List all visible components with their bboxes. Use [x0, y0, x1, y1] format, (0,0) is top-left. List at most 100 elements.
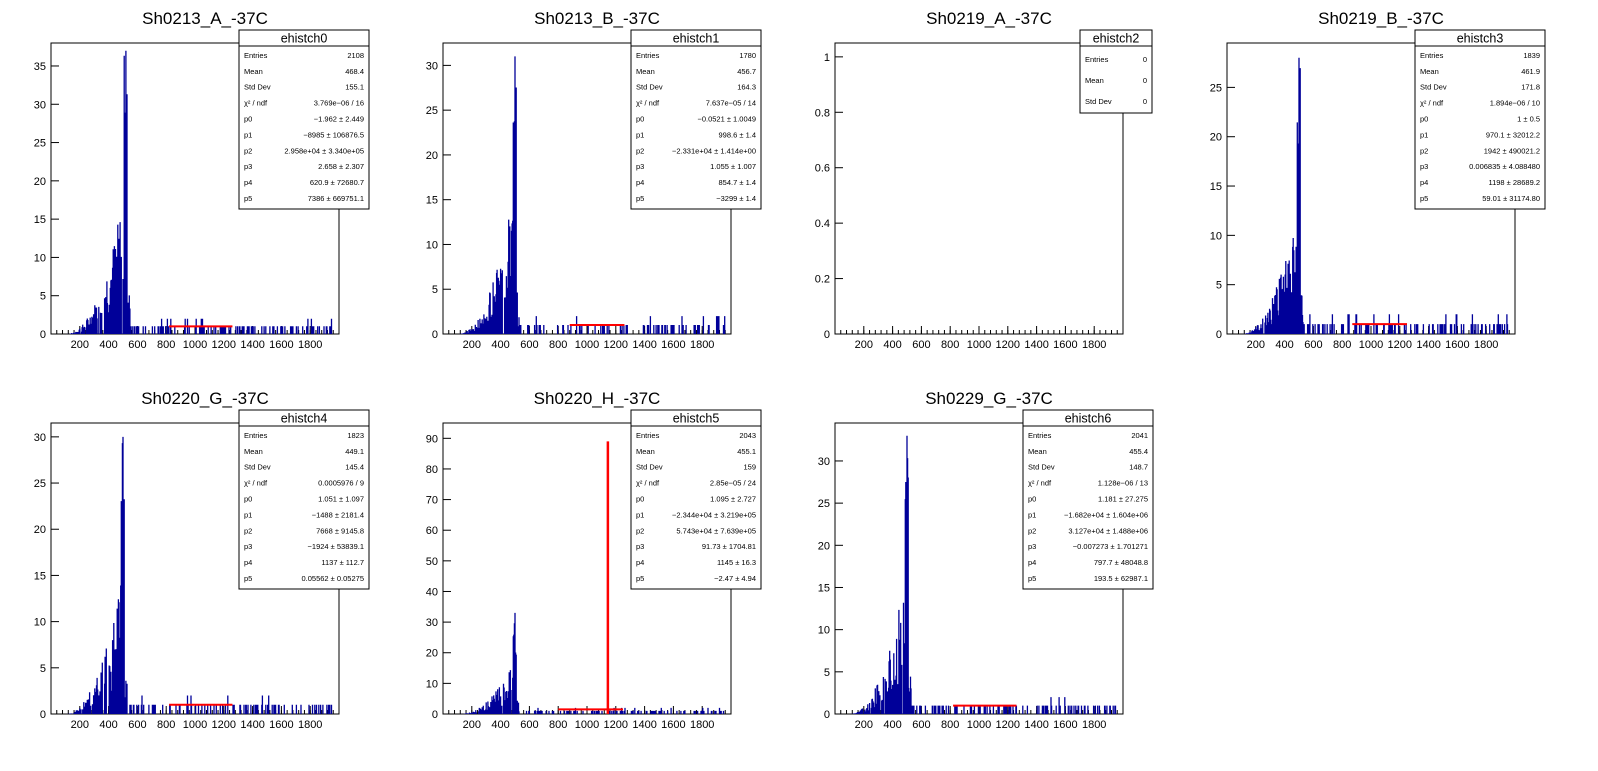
chart-title: Sh0213_B_-37C: [534, 9, 660, 28]
stats-value: 159: [743, 463, 756, 472]
x-tick-label: 1200: [212, 719, 236, 731]
y-tick-label: 0.8: [815, 107, 830, 119]
stats-value: 155.1: [345, 83, 364, 92]
x-tick-label: 1800: [690, 339, 714, 351]
y-tick-label: 25: [818, 498, 830, 510]
x-tick-label: 400: [883, 339, 901, 351]
stats-value: −2.331e+04 ± 1.414e+00: [672, 146, 756, 155]
x-tick-label: 1400: [240, 719, 264, 731]
y-tick-label: 30: [818, 456, 830, 468]
stats-label: Mean: [244, 447, 263, 456]
stats-label: p4: [1028, 558, 1036, 567]
stats-label: χ² / ndf: [636, 479, 660, 488]
stats-value: 91.73 ± 1704.81: [702, 542, 756, 551]
x-tick-label: 800: [549, 719, 567, 731]
histogram-bars: [1243, 57, 1509, 334]
stats-value: 0.006835 ± 4.088480: [1469, 162, 1540, 171]
stats-value: 854.7 ± 1.4: [719, 178, 756, 187]
stats-value: 5.743e+04 ± 7.639e+05: [676, 526, 756, 535]
x-tick-label: 1000: [967, 339, 991, 351]
y-tick-label: 10: [34, 617, 46, 629]
stats-value: 0.05562 ± 0.05275: [301, 574, 364, 583]
stats-value: 2041: [1131, 431, 1148, 440]
stats-label: p2: [244, 146, 252, 155]
stats-value: 1942 ± 490021.2: [1484, 146, 1540, 155]
stats-label: χ² / ndf: [244, 479, 268, 488]
stats-label: p5: [244, 574, 252, 583]
stats-value: 1.894e−06 / 10: [1490, 99, 1540, 108]
stats-label: p2: [1420, 146, 1428, 155]
stats-label: Mean: [244, 67, 263, 76]
stats-label: Mean: [1085, 76, 1104, 85]
x-tick-label: 1200: [604, 719, 628, 731]
x-tick-label: 1600: [661, 339, 685, 351]
x-tick-label: 1200: [996, 719, 1020, 731]
histogram-bars: [850, 435, 1117, 714]
stats-label: p3: [1028, 542, 1036, 551]
x-tick-label: 1400: [1024, 719, 1048, 731]
y-tick-label: 25: [34, 138, 46, 150]
stats-label: p3: [1420, 162, 1428, 171]
x-tick-label: 200: [463, 719, 481, 731]
stats-label: p2: [636, 526, 644, 535]
stats-value: −0.007273 ± 1.701271: [1073, 542, 1148, 551]
stats-label: p3: [636, 542, 644, 551]
stats-value: −2.47 ± 4.94: [714, 574, 756, 583]
stats-label: Mean: [636, 447, 655, 456]
stats-label: Entries: [244, 51, 268, 60]
stats-value: −1488 ± 2181.4: [312, 510, 364, 519]
stats-label: p1: [1028, 510, 1036, 519]
chart-title: Sh0220_G_-37C: [141, 389, 269, 408]
stats-value: 1.095 ± 2.727: [710, 495, 756, 504]
x-tick-label: 1000: [575, 339, 599, 351]
stats-value: 456.7: [737, 67, 756, 76]
stats-box: [630, 409, 762, 590]
x-tick-label: 600: [128, 339, 146, 351]
y-tick-label: 0: [1216, 329, 1222, 341]
y-tick-label: 0.6: [815, 163, 830, 175]
stats-label: Std Dev: [1085, 97, 1112, 106]
x-tick-label: 800: [941, 719, 959, 731]
stats-title: ehistch5: [673, 412, 720, 426]
stats-value: 468.4: [345, 67, 364, 76]
stats-value: 1137 ± 112.7: [321, 558, 364, 567]
stats-label: p0: [244, 495, 252, 504]
y-tick-label: 80: [426, 464, 438, 476]
x-tick-label: 1800: [690, 719, 714, 731]
y-tick-label: 20: [34, 524, 46, 536]
x-tick-label: 1800: [1082, 339, 1106, 351]
chart-title: Sh0220_H_-37C: [534, 389, 661, 408]
x-tick-label: 1400: [632, 719, 656, 731]
y-tick-label: 1: [824, 52, 830, 64]
y-tick-label: 90: [426, 433, 438, 445]
x-tick-label: 600: [1304, 339, 1322, 351]
y-tick-label: 5: [1216, 280, 1222, 292]
x-tick-label: 1000: [967, 719, 991, 731]
stats-label: p0: [1420, 115, 1428, 124]
stats-label: Mean: [636, 67, 655, 76]
y-tick-label: 60: [426, 525, 438, 537]
stats-value: 0: [1143, 76, 1147, 85]
stats-label: Std Dev: [1420, 83, 1447, 92]
y-tick-label: 10: [818, 625, 830, 637]
x-tick-label: 1200: [212, 339, 236, 351]
stats-value: 1.051 ± 1.097: [318, 495, 364, 504]
stats-title: ehistch1: [673, 32, 720, 46]
x-tick-label: 1000: [1359, 339, 1383, 351]
y-tick-label: 15: [818, 582, 830, 594]
stats-value: −8985 ± 106876.5: [303, 130, 364, 139]
stats-label: Std Dev: [244, 463, 271, 472]
stats-title: ehistch6: [1065, 412, 1112, 426]
y-tick-label: 30: [426, 60, 438, 72]
stats-label: Std Dev: [636, 463, 663, 472]
y-tick-label: 25: [1210, 82, 1222, 94]
stats-value: 1780: [739, 51, 756, 60]
stats-value: 2108: [347, 51, 364, 60]
stats-label: p1: [1420, 130, 1428, 139]
x-tick-label: 1600: [269, 339, 293, 351]
y-tick-label: 0: [432, 329, 438, 341]
stats-label: p3: [244, 542, 252, 551]
